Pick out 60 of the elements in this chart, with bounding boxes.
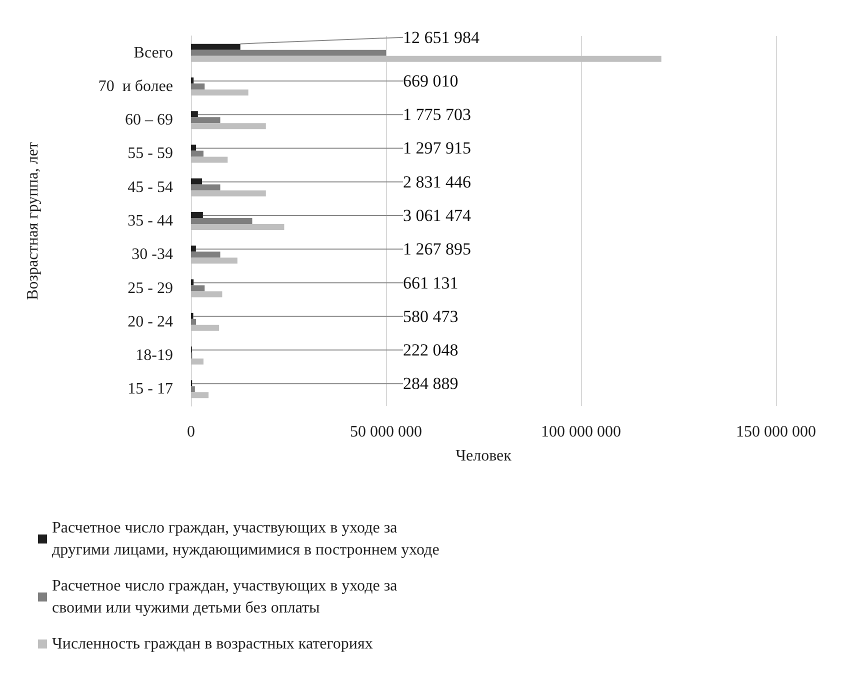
legend-label: Расчетное число граждан, участвующих в уходе за своими или чужими детьми без оплаты xyxy=(52,578,402,616)
bar xyxy=(191,144,196,151)
data-label: 222 048 xyxy=(403,340,458,360)
bar xyxy=(191,123,266,130)
bar xyxy=(191,291,222,298)
x-tick-label: 100 000 000 xyxy=(541,424,621,440)
bar xyxy=(191,358,204,365)
y-tick-label: 20 - 24 xyxy=(128,313,173,330)
bar xyxy=(191,44,240,50)
bar xyxy=(191,318,196,325)
y-axis-title: Возрастная группа, лет xyxy=(24,142,42,300)
data-label: 3 061 474 xyxy=(403,206,472,225)
bar xyxy=(191,156,228,163)
bar xyxy=(191,252,220,258)
bar xyxy=(191,77,194,84)
x-tick-label: 150 000 000 xyxy=(736,424,816,440)
legend-label: Численность граждан в возрастных категориях xyxy=(52,636,373,652)
y-tick-label: 70 и более xyxy=(98,78,173,95)
bar xyxy=(191,392,209,398)
bar xyxy=(191,150,204,157)
x-axis-title: Человек xyxy=(456,448,512,464)
bar xyxy=(191,246,196,252)
bar xyxy=(191,212,203,218)
x-tick-label: 0 xyxy=(187,424,195,440)
bar xyxy=(191,285,205,292)
data-label: 12 651 984 xyxy=(403,28,480,47)
bar xyxy=(191,258,238,264)
x-tick-label: 50 000 000 xyxy=(350,424,422,440)
data-label: 661 131 xyxy=(403,273,458,292)
bar xyxy=(191,190,266,196)
bar xyxy=(191,111,198,118)
bar xyxy=(191,117,220,124)
bar xyxy=(191,386,195,392)
y-tick-label: 25 - 29 xyxy=(128,280,173,297)
bar xyxy=(191,184,220,190)
y-tick-label: 60 – 69 xyxy=(125,112,173,129)
data-label: 1 297 915 xyxy=(403,138,471,158)
bar xyxy=(191,279,194,286)
data-label: 2 831 446 xyxy=(403,172,471,192)
bar xyxy=(191,324,220,331)
y-tick-label: 35 - 44 xyxy=(128,212,173,230)
y-tick-label: Всего xyxy=(134,44,173,62)
bar xyxy=(191,224,284,230)
data-label: 1 267 895 xyxy=(403,240,471,259)
bar xyxy=(191,56,662,62)
bar xyxy=(191,89,248,96)
y-tick-label: 15 - 17 xyxy=(128,380,173,398)
y-tick-label: 18-19 xyxy=(136,347,173,364)
y-tick-label: 30 -34 xyxy=(132,246,173,264)
data-label: 669 010 xyxy=(403,71,458,90)
bar xyxy=(191,83,205,90)
data-label: 580 473 xyxy=(403,306,458,326)
legend-label: Расчетное число граждан, участвующих в уходе за другими лицами, нуждающимимися в построннем уходе xyxy=(52,520,440,558)
bar xyxy=(191,218,252,224)
data-label: 1 775 703 xyxy=(403,105,471,124)
bar xyxy=(191,50,386,56)
y-tick-label: 45 - 54 xyxy=(128,178,173,196)
data-label: 284 889 xyxy=(403,374,458,394)
y-tick-label: 55 - 59 xyxy=(128,145,173,162)
bar xyxy=(191,178,202,184)
